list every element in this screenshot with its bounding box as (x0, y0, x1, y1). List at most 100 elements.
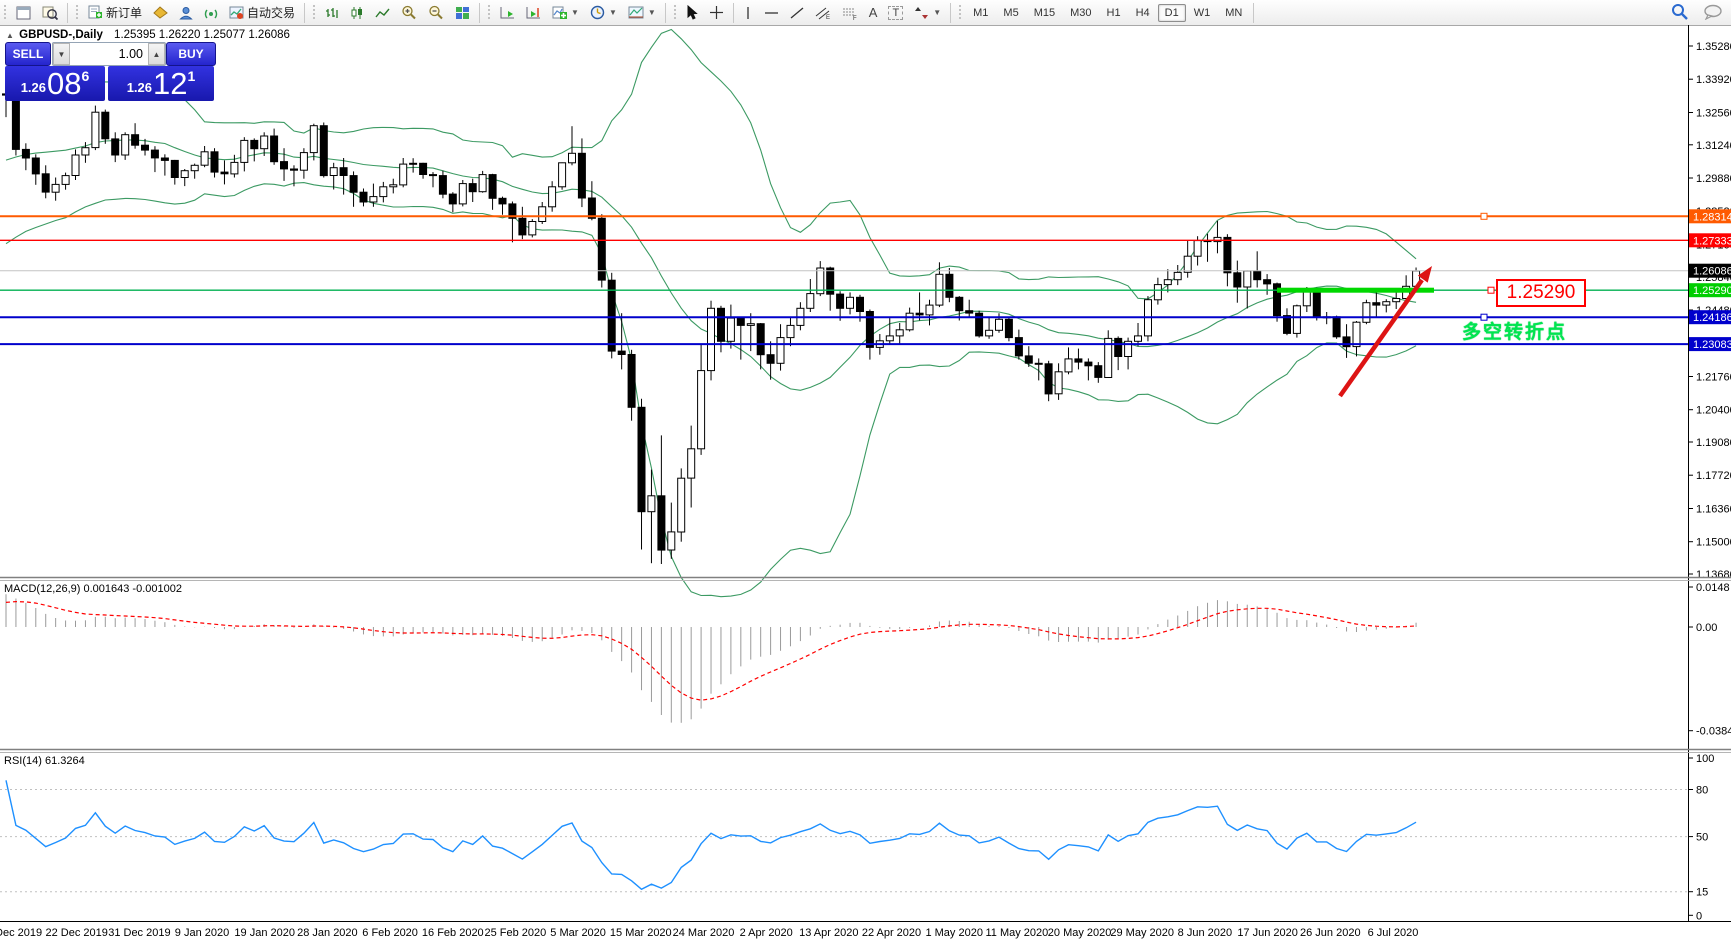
indicators-button[interactable]: ▼ (547, 1, 584, 24)
buy-price-button[interactable]: 1.26 12 1 (108, 66, 214, 101)
horizontal-level-lines[interactable] (0, 212, 1688, 346)
horizontal-line-tool-button[interactable] (759, 1, 784, 24)
pivot-annotation-text[interactable]: 多空转折点 (1462, 322, 1568, 343)
buy-button[interactable]: BUY (166, 42, 216, 66)
toolbar-separator (950, 2, 952, 23)
svg-text:17 Jun 2020: 17 Jun 2020 (1237, 927, 1298, 939)
svg-text:50: 50 (1696, 832, 1708, 844)
zoom-out-icon (429, 5, 443, 20)
crosshair-tool-button[interactable] (704, 1, 729, 24)
timeframe-button-H4[interactable]: H4 (1135, 6, 1150, 19)
tile-windows-button[interactable] (450, 1, 475, 24)
timeframe-button-D1[interactable]: D1 (1157, 3, 1186, 22)
periods-button[interactable]: ▼ (585, 1, 622, 24)
price-level-callout[interactable]: 1.25290 (1496, 279, 1586, 307)
zoom-out-button[interactable] (423, 1, 449, 24)
metaeditor-button[interactable] (148, 1, 173, 24)
svg-text:19 Jan 2020: 19 Jan 2020 (234, 927, 295, 939)
svg-text:80: 80 (1696, 785, 1708, 797)
add-indicator-icon (552, 6, 568, 19)
new-order-label: 新订单 (106, 6, 143, 20)
crosshair-icon (709, 6, 723, 19)
svg-text:1.15000: 1.15000 (1696, 537, 1731, 549)
price-chart-canvas[interactable]: 1.352801.339201.325601.312401.298801.285… (0, 25, 1731, 944)
svg-text:-0.038415: -0.038415 (1696, 726, 1731, 738)
chart-shift-button[interactable] (521, 1, 546, 24)
candlesticks (2, 87, 1421, 564)
timeframe-button-M1[interactable]: M1 (973, 6, 989, 19)
price-level-text: 1.25290 (1506, 282, 1576, 303)
svg-text:1.35280: 1.35280 (1696, 41, 1731, 53)
chevron-down-icon: ▼ (608, 8, 617, 17)
rsi-name: RSI(14) (4, 755, 42, 767)
price-axis-labels: 1.28314 1.27333 1.26086 1.25290 1.24186 1.230… (1689, 209, 1731, 352)
sell-price-button[interactable]: 1.26 08 6 (5, 66, 105, 101)
auto-trading-button[interactable]: 自动交易 (224, 1, 300, 24)
svg-text:5 Mar 2020: 5 Mar 2020 (550, 927, 606, 939)
auto-trading-label: 自动交易 (247, 6, 296, 20)
macd-pane-label: MACD(12,26,9) 0.001643 -0.001002 (4, 583, 182, 595)
macd-signal-line (5, 600, 1417, 701)
tile-windows-icon (456, 6, 470, 19)
timeframe-button-M15[interactable]: M15 (1033, 6, 1056, 19)
volume-decrease-button[interactable]: ▼ (53, 43, 70, 65)
timeframe-button-W1[interactable]: W1 (1193, 6, 1211, 19)
volume-input[interactable]: 1.00 (118, 47, 143, 61)
text-label-tool-button[interactable]: T (883, 1, 908, 24)
volume-spinner: ▼ 1.00 ▲ (52, 42, 166, 66)
zoom-in-button[interactable] (396, 1, 422, 24)
templates-button[interactable]: ▼ (623, 1, 661, 24)
search-icon[interactable] (1671, 3, 1689, 21)
timeframe-button-MN[interactable]: MN (1225, 6, 1243, 19)
profile-button[interactable] (37, 1, 63, 24)
svg-text:1.20400: 1.20400 (1696, 405, 1731, 417)
person-icon (179, 6, 193, 19)
rsi-pane-label: RSI(14) 61.3264 (4, 755, 85, 767)
community-button[interactable] (174, 1, 198, 24)
chat-icon[interactable] (1703, 4, 1723, 20)
candlestick-mode-button[interactable] (345, 1, 369, 24)
svg-text:16 Feb 2020: 16 Feb 2020 (422, 927, 484, 939)
timeframe-button-M5[interactable]: M5 (1003, 6, 1019, 19)
fibonacci-tool-button[interactable]: F (837, 1, 863, 24)
trend-arrow[interactable] (1338, 266, 1432, 398)
svg-text:1.21760: 1.21760 (1696, 372, 1731, 384)
sell-button[interactable]: SELL (5, 42, 51, 66)
timeframe-button-M30[interactable]: M30 (1070, 6, 1092, 19)
svg-text:1.23083: 1.23083 (1693, 339, 1731, 351)
toolbar-grip (671, 4, 678, 21)
text-label-icon: T (888, 5, 904, 20)
auto-scroll-button[interactable] (495, 1, 520, 24)
svg-text:1.28314: 1.28314 (1693, 211, 1731, 223)
bar-chart-mode-button[interactable] (320, 1, 344, 24)
new-order-button[interactable]: 新订单 (83, 1, 147, 24)
arrows-tool-button[interactable]: ▼ (909, 1, 946, 24)
timeframe-button-H1[interactable]: H1 (1106, 6, 1121, 19)
new-chart-button[interactable] (11, 1, 36, 24)
buy-price-prefix: 1.26 (126, 80, 153, 95)
auto-trading-icon (229, 6, 244, 19)
cursor-tool-button[interactable] (681, 1, 703, 24)
svg-text:1.31240: 1.31240 (1696, 140, 1731, 152)
svg-text:1.33920: 1.33920 (1696, 74, 1731, 86)
text-tool-button[interactable]: A (864, 1, 883, 24)
equidistant-channel-tool-button[interactable]: E (810, 1, 836, 24)
sell-price-prefix: 1.26 (20, 80, 47, 95)
trendline-tool-button[interactable] (785, 1, 809, 24)
signals-button[interactable] (199, 1, 223, 24)
fibonacci-icon: F (842, 8, 857, 20)
chart-header: ▲ GBPUSD-,Daily 1.25395 1.26220 1.25077 … (6, 29, 290, 41)
pivot-level-segment[interactable] (1277, 286, 1495, 294)
trendline-icon (790, 7, 804, 18)
arrow-shapes-icon (915, 6, 929, 19)
symbol-period-label: GBPUSD-,Daily (19, 29, 103, 41)
svg-text:1.25290: 1.25290 (1693, 285, 1731, 297)
svg-text:13 Apr 2020: 13 Apr 2020 (799, 927, 858, 939)
line-chart-mode-button[interactable] (370, 1, 395, 24)
rsi-levels (0, 789, 1688, 893)
chevron-down-icon: ▼ (571, 8, 579, 17)
one-click-trading-panel: SELL ▼ 1.00 ▲ BUY 1.26 08 6 1.26 12 1 (5, 42, 216, 101)
volume-increase-button[interactable]: ▲ (148, 43, 165, 65)
vertical-line-tool-button[interactable] (738, 1, 758, 24)
signal-icon (204, 9, 218, 18)
